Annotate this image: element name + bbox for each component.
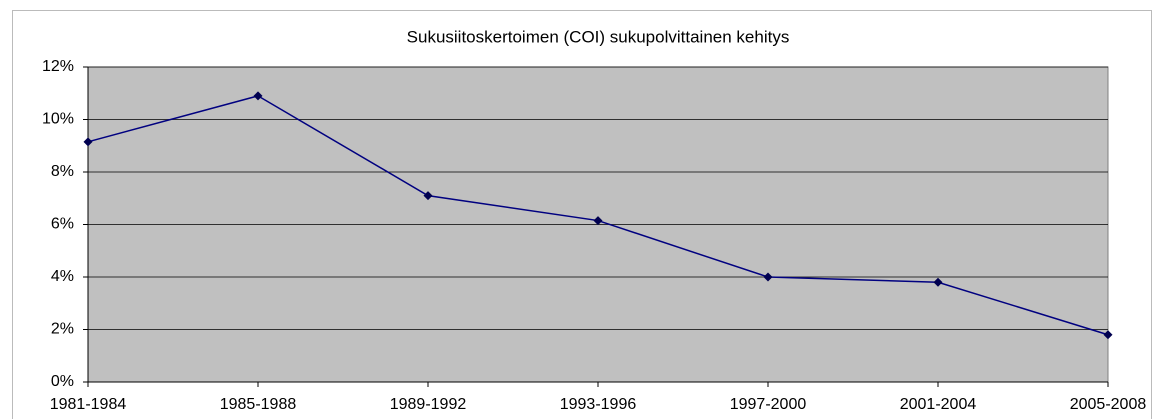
- data-point: [83, 137, 93, 147]
- y-tick-label: 4%: [51, 268, 74, 285]
- data-point: [763, 272, 773, 282]
- x-tick-label: 1981-1984: [50, 396, 127, 413]
- y-tick-label: 10%: [42, 111, 74, 128]
- x-tick-label: 1993-1996: [560, 396, 637, 413]
- x-tick-label: 2005-2008: [1070, 396, 1147, 413]
- y-tick-label: 0%: [51, 373, 74, 390]
- y-tick-label: 6%: [51, 216, 74, 233]
- data-point: [593, 216, 603, 226]
- x-tick-label: 2001-2004: [900, 396, 977, 413]
- y-tick-label: 2%: [51, 321, 74, 338]
- chart-title: Sukusiitoskertoimen (COI) sukupolvittain…: [407, 27, 790, 46]
- data-point: [253, 91, 263, 101]
- data-point: [423, 191, 433, 201]
- y-tick-label: 12%: [42, 58, 74, 75]
- data-point: [933, 277, 943, 287]
- x-tick-label: 1985-1988: [220, 396, 297, 413]
- x-tick-label: 1989-1992: [390, 396, 467, 413]
- y-tick-label: 8%: [51, 163, 74, 180]
- x-tick-label: 1997-2000: [730, 396, 807, 413]
- data-point: [1103, 330, 1113, 340]
